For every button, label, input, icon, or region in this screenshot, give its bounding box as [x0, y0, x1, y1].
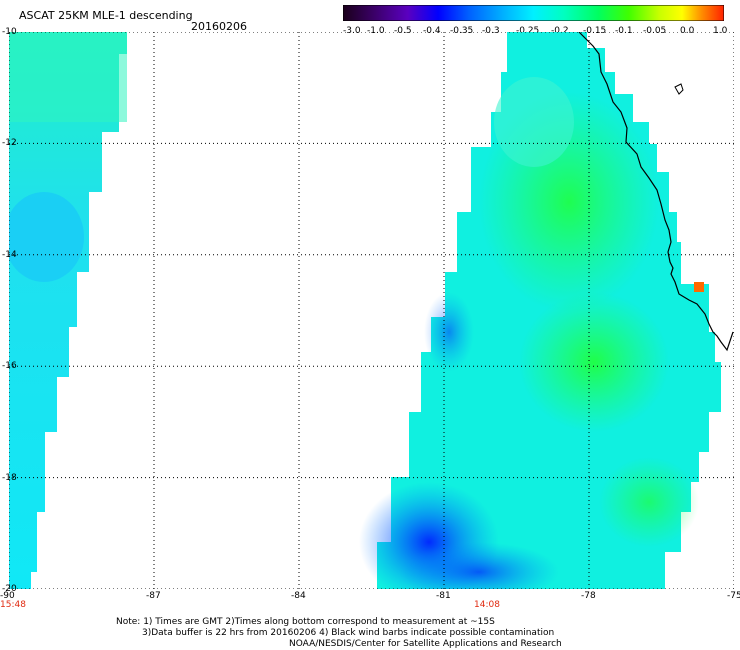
- graticule: [9, 32, 734, 589]
- colorbar-label: -0.3: [482, 26, 500, 36]
- latitude-label: -12: [2, 138, 17, 149]
- product-date: 20160206: [191, 20, 247, 33]
- product-title: ASCAT 25KM MLE-1 descending: [19, 9, 193, 22]
- right-swath: [359, 32, 721, 589]
- colorbar-label: -0.2: [551, 26, 569, 36]
- color-scale-bar: [343, 5, 724, 21]
- note-line-1: Note: 1) Times are GMT 2)Times along bot…: [116, 617, 495, 627]
- colorbar-label: -0.35: [450, 26, 474, 36]
- latitude-label: -16: [2, 361, 17, 372]
- colorbar-label: -0.25: [516, 26, 540, 36]
- colorbar-label: 1.0: [713, 26, 728, 36]
- latitude-label: -10: [2, 27, 17, 37]
- colorbar-label: -0.4: [423, 26, 441, 36]
- latitude-label: -20: [2, 584, 17, 594]
- wind-error-map: [9, 32, 734, 589]
- left-swath: [9, 32, 127, 589]
- colorbar-label: -0.15: [583, 26, 607, 36]
- colorbar-label: -0.05: [643, 26, 667, 36]
- longitude-label: -78: [581, 591, 596, 601]
- colorbar-label: 0.0: [680, 26, 695, 36]
- longitude-label: -84: [291, 591, 306, 601]
- note-line-2: 3)Data buffer is 22 hrs from 20160206 4)…: [142, 628, 555, 638]
- colorbar-label: -3.0: [343, 26, 361, 36]
- latitude-label: -18: [2, 472, 17, 483]
- coastline: [578, 32, 734, 352]
- note-line-3: NOAA/NESDIS/Center for Satellite Applica…: [289, 639, 562, 649]
- colorbar-label: -0.1: [615, 26, 633, 36]
- longitude-label: -87: [146, 591, 161, 601]
- time-left: 15:48: [0, 600, 26, 610]
- longitude-label: -81: [436, 591, 451, 601]
- time-middle: 14:08: [474, 600, 500, 610]
- colorbar-label: -0.5: [394, 26, 412, 36]
- latitude-label: -14: [2, 249, 17, 260]
- longitude-label: -90: [0, 591, 15, 601]
- longitude-label: -75: [727, 591, 740, 601]
- colorbar-label: -1.0: [367, 26, 385, 36]
- island-outline: [674, 83, 684, 95]
